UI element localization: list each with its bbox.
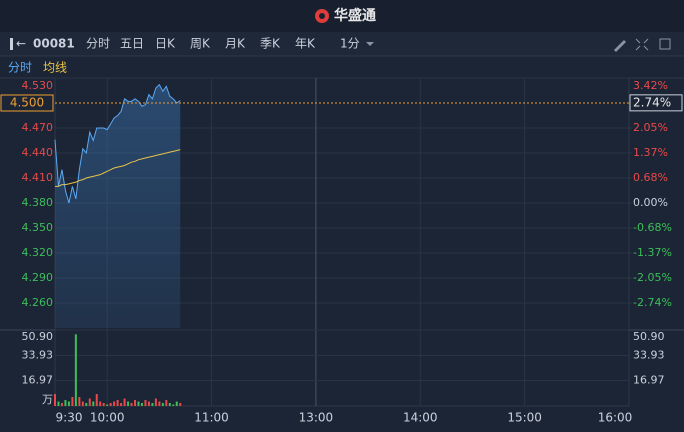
volume-bar [102, 403, 105, 406]
current-price: 4.500 [10, 96, 44, 110]
y2-tick-label: -1.37% [633, 246, 672, 259]
volume-bar [140, 403, 143, 406]
y-tick-label: 4.290 [22, 271, 54, 284]
x-tick-label: 16:00 [598, 411, 633, 425]
legend-entry[interactable]: 分时 [8, 61, 32, 75]
volume-bar [74, 334, 77, 406]
volume-bar [179, 403, 182, 406]
price-area [55, 84, 181, 329]
period-tab[interactable]: 日K [155, 37, 176, 51]
series-line [55, 149, 181, 187]
vol-tick-label: 50.90 [22, 330, 54, 343]
toolbar [0, 32, 684, 56]
volume-bar [158, 401, 161, 406]
volume-bar [106, 404, 109, 406]
y2-tick-label: 3.42% [633, 79, 668, 92]
volume-bar [99, 401, 102, 406]
series-line [54, 83, 181, 204]
volume-bar [113, 401, 116, 406]
dropdown-icon[interactable] [366, 42, 374, 46]
header-bar [0, 0, 684, 32]
volume-bar [134, 400, 137, 406]
x-tick-label: 11:00 [194, 411, 229, 425]
vol-tick-label: 33.93 [22, 348, 54, 361]
volume-bar [165, 400, 168, 406]
y-tick-label: 4.440 [22, 146, 54, 159]
y-tick-label: 4.410 [22, 171, 54, 184]
y2-tick-label: 0.68% [633, 171, 668, 184]
x-tick-label: 13:00 [299, 411, 334, 425]
volume-bar [151, 403, 154, 406]
volume-bar [116, 400, 119, 406]
volume-bar [172, 404, 175, 406]
vol-tick-label: 16.97 [22, 374, 54, 387]
volume-bar [95, 394, 98, 406]
volume-bar [92, 401, 95, 406]
x-tick-label: 10:00 [90, 411, 125, 425]
y-tick-label: 4.350 [22, 221, 54, 234]
volume-bar [127, 401, 130, 406]
y2-tick-label: -2.05% [633, 271, 672, 284]
interval[interactable]: 1分 [340, 37, 360, 51]
period-tab[interactable]: 年K [295, 37, 316, 51]
period-tab[interactable]: 月K [225, 37, 246, 51]
legend-entry[interactable]: 均线 [43, 61, 67, 75]
x-tick-label: 15:00 [507, 411, 542, 425]
volume-bar [137, 401, 140, 406]
arrow: ← [16, 37, 26, 51]
volume-bar [109, 403, 112, 406]
volume-bar [60, 403, 63, 406]
x-tick-label: 14:00 [403, 411, 438, 425]
period-tab[interactable]: 季K [260, 37, 281, 51]
y2-tick-label: 1.37% [633, 146, 668, 159]
volume-bar [154, 398, 157, 406]
current-box [0, 94, 54, 112]
volume-bar [57, 401, 60, 406]
volume-bar [130, 403, 133, 406]
window-icon[interactable] [659, 38, 671, 50]
x-tick-label: 9:30 [56, 411, 83, 425]
y-tick-label: 4.320 [22, 246, 54, 259]
period-tab[interactable]: 周K [190, 37, 211, 51]
volume-bar [85, 403, 88, 406]
y2-tick-label: 2.05% [633, 121, 668, 134]
volume-bar [144, 400, 147, 406]
logo: 华盛通 [334, 7, 376, 24]
volume-bar [123, 398, 126, 406]
volume-bar [54, 394, 56, 406]
collapse-icon[interactable] [10, 38, 13, 50]
volume-bar [175, 401, 178, 406]
period-tab[interactable]: 五日 [120, 37, 144, 51]
volume-bar [71, 397, 74, 406]
volume-bar [78, 397, 81, 406]
y-tick-label: 4.260 [22, 296, 54, 309]
y2-tick-label: 0.00% [633, 196, 668, 209]
y2-tick-label: -0.68% [633, 221, 672, 234]
volume-bar [120, 403, 123, 406]
draw-icon[interactable] [614, 40, 626, 52]
volume-bar [161, 403, 164, 406]
vol-unit: 万 [42, 393, 53, 406]
vol-tick-label: 16.97 [633, 374, 665, 387]
volume-bar [168, 403, 171, 406]
logo-icon [315, 9, 329, 23]
vol-tick-label: 50.90 [633, 330, 665, 343]
y2-tick-label: -2.74% [633, 296, 672, 309]
current-box [629, 94, 683, 112]
fullscreen-icon[interactable] [635, 38, 649, 51]
volume-bar [88, 398, 91, 406]
stock-code: 00081 [33, 37, 75, 51]
volume-bar [81, 401, 84, 406]
period-tab[interactable]: 分时 [86, 37, 110, 51]
volume-bar [64, 400, 67, 406]
y-tick-label: 4.470 [22, 121, 54, 134]
y-tick-label: 4.530 [22, 79, 54, 92]
current-change: 2.74% [633, 95, 671, 109]
volume-bar [147, 401, 150, 406]
y-tick-label: 4.380 [22, 196, 54, 209]
vol-tick-label: 33.93 [633, 348, 665, 361]
volume-bar [67, 401, 70, 406]
